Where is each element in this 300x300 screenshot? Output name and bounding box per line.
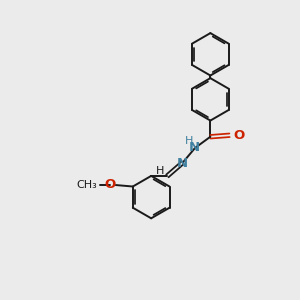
Text: CH₃: CH₃ <box>76 180 97 190</box>
Text: O: O <box>104 178 116 191</box>
Text: H: H <box>184 136 193 146</box>
Text: O: O <box>233 129 244 142</box>
Text: H: H <box>156 166 164 176</box>
Text: N: N <box>189 141 200 154</box>
Text: N: N <box>177 157 188 170</box>
